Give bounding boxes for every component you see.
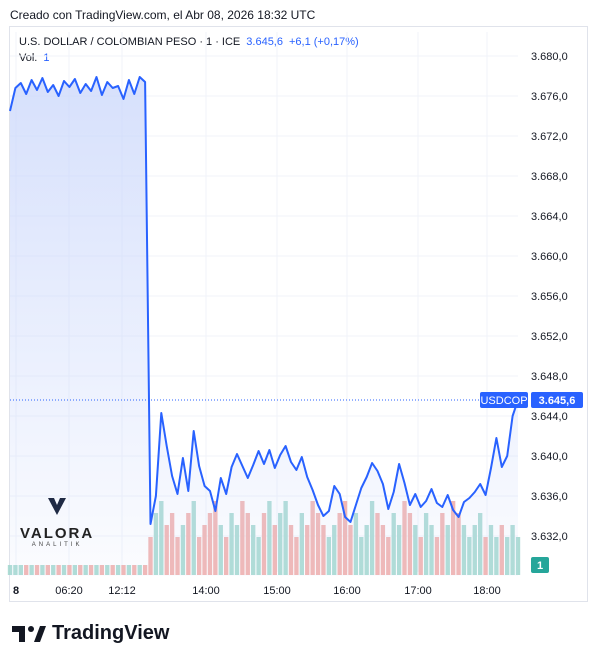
volume-label: Vol. — [19, 52, 38, 64]
x-tick-label: 8 — [13, 585, 19, 597]
volume-legend[interactable]: Vol. 1 — [19, 52, 49, 64]
y-tick-label: 3.664,0 — [531, 211, 568, 223]
valora-watermark: VALORA ANALITIK — [20, 495, 94, 548]
price-area — [10, 77, 518, 576]
price-chart[interactable]: 3.680,0 3.676,0 3.672,0 3.668,0 3.664,0 3.660… — [0, 0, 598, 604]
x-tick-label: 18:00 — [473, 585, 501, 597]
volume-tag: 1 — [537, 560, 543, 572]
legend-change: +6,1 (+0,17%) — [288, 36, 359, 48]
x-tick-label: 14:00 — [192, 585, 220, 597]
symbol-title: U.S. DOLLAR / COLOMBIAN PESO · 1 · ICE — [19, 36, 241, 48]
legend-price: 3.645,6 — [246, 36, 283, 48]
x-tick-label: 06:20 — [55, 585, 83, 597]
symbol-tag-box — [480, 392, 528, 408]
y-tick-label: 3.660,0 — [531, 251, 568, 263]
chart-created-caption: Creado con TradingView.com, el Abr 08, 2… — [10, 8, 316, 22]
y-tick-label: 3.636,0 — [531, 491, 568, 503]
x-tick-label: 15:00 — [263, 585, 291, 597]
y-tick-label: 3.680,0 — [531, 51, 568, 63]
y-tick-label: 3.652,0 — [531, 331, 568, 343]
symbol-legend[interactable]: U.S. DOLLAR / COLOMBIAN PESO · 1 · ICE 3.… — [19, 36, 359, 48]
volume-value: 1 — [43, 52, 50, 64]
symbol-tag: USDCOP — [480, 395, 527, 407]
y-tick-label: 3.676,0 — [531, 91, 568, 103]
valora-logo-icon — [48, 498, 67, 515]
y-tick-label: 3.648,0 — [531, 371, 568, 383]
y-tick-label: 3.668,0 — [531, 171, 568, 183]
x-tick-label: 12:12 — [108, 585, 136, 597]
watermark-sub: ANALITIK — [31, 542, 83, 548]
volume-tag-box — [531, 557, 549, 573]
x-tick-label: 17:00 — [404, 585, 432, 597]
watermark-name: VALORA — [20, 525, 95, 542]
last-price-box — [531, 392, 583, 408]
y-tick-label: 3.656,0 — [531, 291, 568, 303]
footer[interactable]: TradingView — [12, 622, 169, 645]
tradingview-logo-icon — [12, 625, 46, 642]
x-tick-label: 16:00 — [333, 585, 361, 597]
last-price-label: 3.645,6 — [539, 395, 576, 407]
price-line — [9, 76, 519, 525]
tradingview-brand: TradingView — [52, 622, 170, 644]
y-tick-label: 3.644,0 — [531, 411, 568, 423]
y-tick-label: 3.672,0 — [531, 131, 568, 143]
chart-frame — [9, 26, 588, 602]
y-tick-label: 3.632,0 — [531, 531, 568, 543]
y-tick-label: 3.640,0 — [531, 451, 568, 463]
